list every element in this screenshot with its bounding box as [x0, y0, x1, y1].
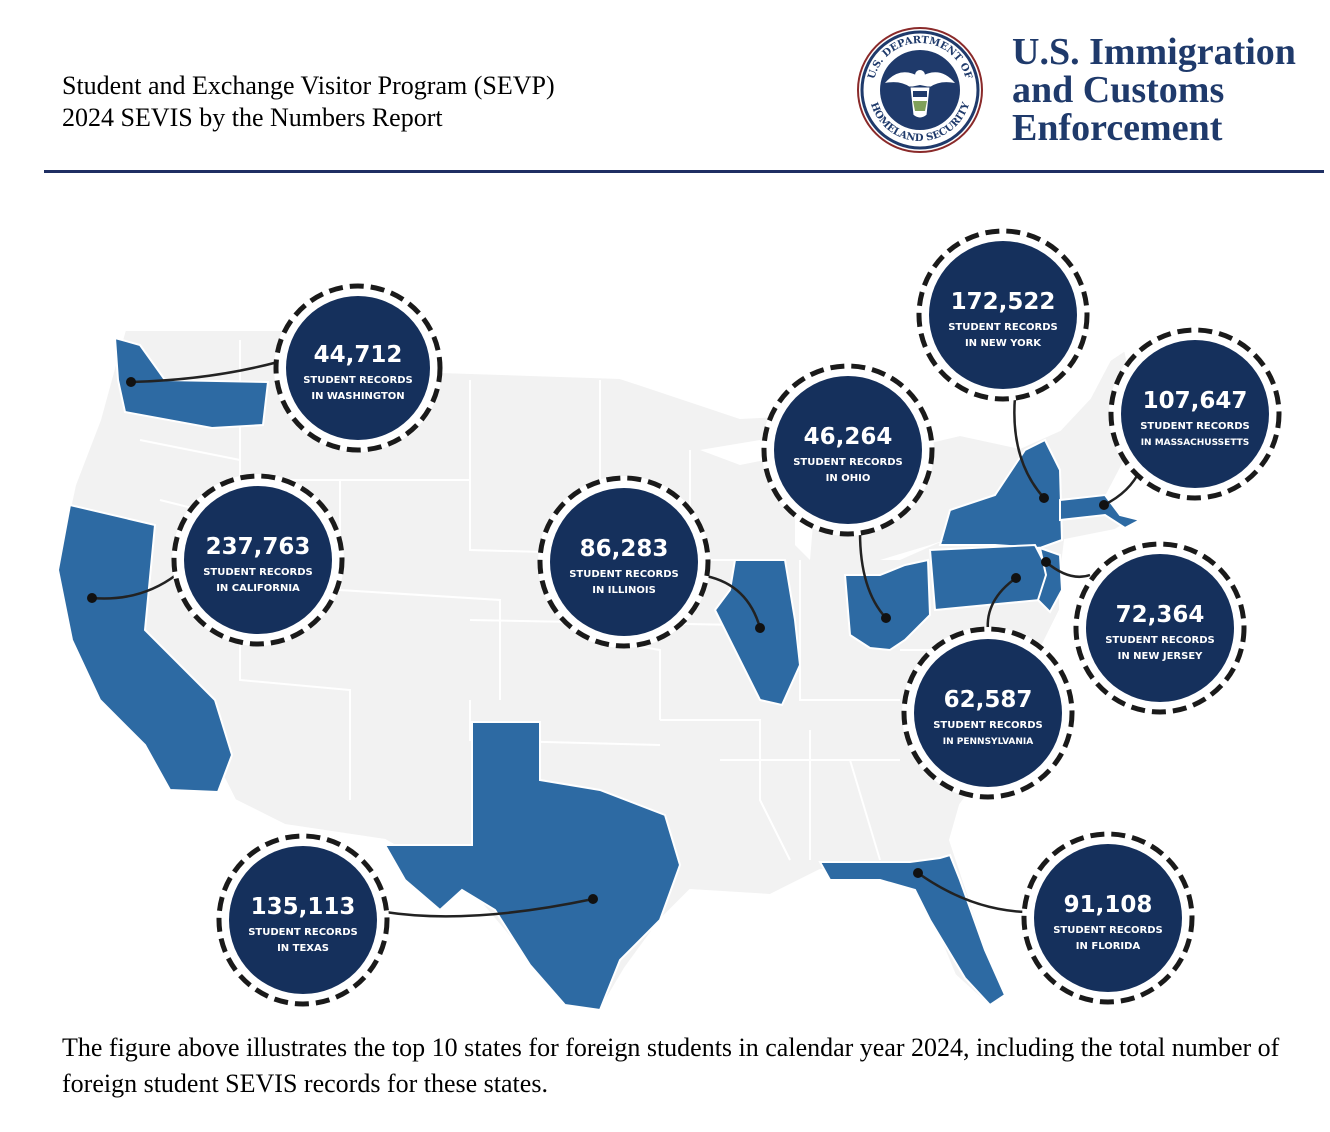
figure-caption: The figure above illustrates the top 10 …	[62, 1033, 1280, 1098]
connector-illinois	[705, 574, 762, 629]
bubble-ohio: 46,264 STUDENT RECORDS IN OHIO	[761, 363, 935, 537]
record-label-new-jersey: STUDENT RECORDS	[1105, 635, 1215, 646]
connector-washington	[130, 360, 279, 384]
bubble-fill	[184, 486, 332, 634]
state-illinois	[713, 559, 802, 707]
bubble-fill	[929, 241, 1077, 389]
marker-dot-texas	[588, 894, 598, 904]
report-title-line-2: 2024 SEVIS by the Numbers Report	[62, 103, 443, 132]
bubble-fill	[774, 376, 922, 524]
bubble-washington: 44,712 STUDENT RECORDS IN WASHINGTON	[273, 283, 443, 453]
record-count-washington: 44,712	[314, 342, 403, 368]
record-state-california: IN CALIFORNIA	[216, 583, 300, 594]
state-pennsylvania	[928, 543, 1050, 612]
marker-dot-new-york	[1039, 493, 1049, 503]
marker-dot-pennsylvania	[1011, 573, 1021, 583]
bubble-california: 237,763 STUDENT RECORDS IN CALIFORNIA	[171, 473, 345, 647]
connector-ohio	[858, 531, 887, 619]
agency-name-line-2: and Customs	[1012, 69, 1225, 111]
bubble-dashed-ring	[1021, 831, 1195, 1005]
record-label-washington: STUDENT RECORDS	[303, 375, 413, 386]
record-label-illinois: STUDENT RECORDS	[569, 569, 679, 580]
record-label-pennsylvania: STUDENT RECORDS	[933, 720, 1043, 731]
report-title-line-1: Student and Exchange Visitor Program (SE…	[62, 71, 555, 100]
record-label-massachusetts: STUDENT RECORDS	[1140, 421, 1250, 432]
bubble-dashed-ring	[1073, 541, 1247, 715]
bubble-fill	[550, 488, 698, 636]
connector-new-jersey	[1045, 561, 1091, 579]
us-map-figure: 44,712 STUDENT RECORDS IN WASHINGTON 237,76…	[56, 228, 1282, 1012]
bubble-dashed-ring	[901, 626, 1075, 800]
record-count-florida: 91,108	[1064, 892, 1153, 918]
bubble-fill	[1086, 554, 1234, 702]
agency-name: U.S. Immigration and Customs Enforcement	[1012, 33, 1296, 147]
record-state-illinois: IN ILLINOIS	[592, 585, 656, 596]
record-count-pennsylvania: 62,587	[944, 687, 1033, 713]
record-count-texas: 135,113	[251, 894, 356, 920]
bubble-pennsylvania: 62,587 STUDENT RECORDS IN PENNSYLVANIA	[901, 626, 1075, 800]
bubble-fill	[914, 639, 1062, 787]
record-count-massachusetts: 107,647	[1143, 388, 1248, 414]
state-massachusetts	[1059, 493, 1143, 530]
bubble-illinois: 86,283 STUDENT RECORDS IN ILLINOIS	[537, 475, 711, 649]
record-state-massachusetts: IN MASSACHUSSETTS	[1141, 438, 1250, 448]
record-state-washington: IN WASHINGTON	[311, 391, 404, 402]
state-florida	[818, 853, 1007, 1007]
agency-name-line-1: U.S. Immigration	[1012, 31, 1296, 73]
bubble-florida: 91,108 STUDENT RECORDS IN FLORIDA	[1021, 831, 1195, 1005]
record-state-new-york: IN NEW YORK	[965, 338, 1042, 349]
record-count-illinois: 86,283	[580, 536, 669, 562]
bubble-fill	[229, 846, 377, 994]
connector-new-york	[1013, 396, 1045, 499]
state-california	[56, 503, 234, 794]
record-count-new-jersey: 72,364	[1116, 602, 1205, 628]
record-label-california: STUDENT RECORDS	[203, 567, 313, 578]
header-divider	[44, 170, 1324, 173]
dhs-seal-icon: U.S. DEPARTMENT OF HOMELAND SECURITY	[857, 27, 983, 153]
report-title: Student and Exchange Visitor Program (SE…	[62, 70, 555, 134]
agency-name-line-3: Enforcement	[1012, 107, 1223, 149]
record-label-ohio: STUDENT RECORDS	[793, 457, 903, 468]
marker-dot-illinois	[755, 623, 765, 633]
bubble-dashed-ring	[273, 283, 443, 453]
connector-california	[91, 573, 177, 600]
record-count-california: 237,763	[206, 534, 311, 560]
bubble-dashed-ring	[1108, 327, 1282, 501]
record-state-ohio: IN OHIO	[826, 473, 871, 484]
marker-dot-washington	[126, 377, 136, 387]
bubble-fill	[1121, 340, 1269, 488]
connector-pennsylvania	[986, 576, 1017, 632]
record-state-florida: IN FLORIDA	[1076, 941, 1141, 952]
state-washington	[113, 336, 270, 430]
record-count-ohio: 46,264	[804, 424, 893, 450]
record-label-texas: STUDENT RECORDS	[248, 927, 358, 938]
bubble-new-york: 172,522 STUDENT RECORDS IN NEW YORK	[916, 228, 1090, 402]
bubble-dashed-ring	[916, 228, 1090, 402]
record-state-texas: IN TEXAS	[277, 943, 329, 954]
bubble-dashed-ring	[537, 475, 711, 649]
marker-dot-massachusetts	[1099, 500, 1109, 510]
bubble-fill	[286, 296, 430, 440]
record-label-new-york: STUDENT RECORDS	[948, 322, 1058, 333]
state-texas	[383, 721, 682, 1012]
bubble-dashed-ring	[216, 833, 390, 1007]
record-count-new-york: 172,522	[951, 289, 1056, 315]
bubble-dashed-ring	[761, 363, 935, 537]
connector-texas	[384, 897, 594, 918]
record-state-pennsylvania: IN PENNSYLVANIA	[943, 737, 1034, 747]
connector-lines	[87, 360, 1142, 918]
record-state-new-jersey: IN NEW JERSEY	[1118, 651, 1204, 662]
bubble-dashed-ring	[171, 473, 345, 647]
bubble-texas: 135,113 STUDENT RECORDS IN TEXAS	[216, 833, 390, 1007]
marker-dot-florida	[913, 868, 923, 878]
bubble-massachusetts: 107,647 STUDENT RECORDS IN MASSACHUSSETTS	[1108, 327, 1282, 501]
bubble-fill	[1034, 844, 1182, 992]
record-label-florida: STUDENT RECORDS	[1053, 925, 1163, 936]
bubble-new-jersey: 72,364 STUDENT RECORDS IN NEW JERSEY	[1073, 541, 1247, 715]
marker-dot-new-jersey	[1041, 557, 1051, 567]
connector-florida	[917, 871, 1027, 914]
marker-dot-ohio	[881, 613, 891, 623]
marker-dot-california	[87, 593, 97, 603]
state-bubbles: 44,712 STUDENT RECORDS IN WASHINGTON 237,76…	[171, 228, 1282, 1007]
